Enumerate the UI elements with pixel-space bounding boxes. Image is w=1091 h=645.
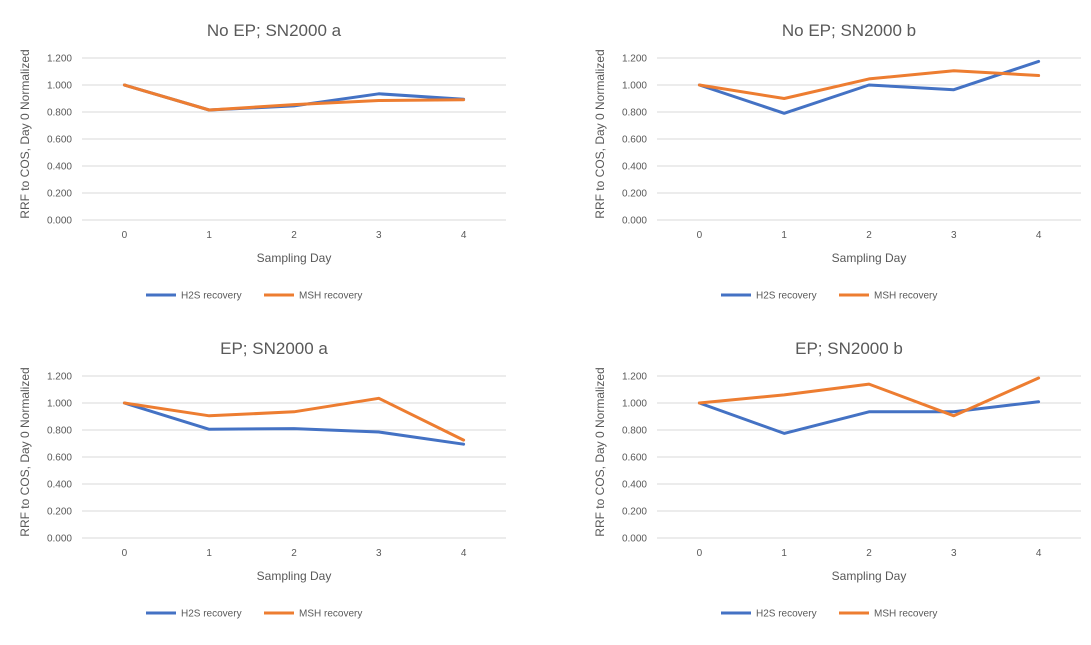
y-tick-label: 0.800 — [47, 426, 72, 437]
x-tick-label: 4 — [461, 230, 467, 241]
series-line-msh — [697, 376, 1041, 418]
x-tick-label: 3 — [951, 230, 957, 241]
y-tick-label: 0.400 — [47, 480, 72, 491]
series-line-msh — [122, 396, 466, 442]
chart-title: No EP; SN2000 b — [782, 21, 916, 40]
y-tick-label: 1.200 — [47, 372, 72, 383]
y-tick-label: 0.200 — [47, 507, 72, 518]
line-chart: No EP; SN2000 b 0.000 0.200 0.400 0.600 0.800… — [593, 21, 1081, 302]
y-tick-label: 0.200 — [622, 507, 647, 518]
series-line-h2s — [122, 401, 466, 446]
y-tick-label: 0.000 — [47, 216, 72, 227]
legend-label: H2S recovery — [756, 609, 817, 620]
x-axis-label: Sampling Day — [257, 569, 332, 583]
x-tick-label: 2 — [291, 548, 297, 559]
line-chart: No EP; SN2000 a 0.000 0.200 0.400 0.600 0.800… — [18, 21, 506, 302]
y-tick-label: 1.000 — [47, 81, 72, 92]
line-chart: EP; SN2000 b 0.000 0.200 0.400 0.600 0.800 1.0… — [593, 339, 1081, 620]
chart-title: EP; SN2000 b — [795, 339, 903, 358]
legend-label: MSH recovery — [874, 609, 937, 620]
y-tick-label: 0.800 — [622, 426, 647, 437]
x-tick-label: 3 — [376, 230, 382, 241]
x-tick-label: 3 — [376, 548, 382, 559]
x-axis-label: Sampling Day — [832, 251, 907, 265]
legend-label: H2S recovery — [181, 609, 242, 620]
y-tick-label: 1.000 — [622, 81, 647, 92]
x-tick-label: 4 — [1036, 548, 1042, 559]
y-tick-label: 0.600 — [622, 135, 647, 146]
y-tick-label: 0.400 — [47, 162, 72, 173]
series-line-h2s — [122, 83, 466, 112]
x-axis-label: Sampling Day — [257, 251, 332, 265]
y-tick-label: 0.600 — [622, 453, 647, 464]
legend-label: H2S recovery — [756, 291, 817, 302]
x-tick-label: 0 — [697, 230, 703, 241]
y-tick-label: 0.600 — [47, 453, 72, 464]
y-axis-label: RRF to COS, Day 0 Normalized — [18, 367, 32, 536]
y-tick-label: 0.800 — [622, 108, 647, 119]
x-tick-label: 0 — [122, 548, 128, 559]
y-tick-label: 0.400 — [622, 480, 647, 491]
y-tick-label: 0.200 — [622, 189, 647, 200]
y-axis-label: RRF to COS, Day 0 Normalized — [18, 49, 32, 218]
series-line-h2s — [697, 59, 1041, 115]
series-line-h2s — [697, 400, 1041, 435]
y-tick-label: 1.200 — [47, 54, 72, 65]
x-tick-label: 1 — [781, 548, 787, 559]
y-tick-label: 0.800 — [47, 108, 72, 119]
x-tick-label: 4 — [461, 548, 467, 559]
y-tick-label: 0.000 — [622, 216, 647, 227]
x-tick-label: 1 — [206, 230, 212, 241]
x-axis-label: Sampling Day — [832, 569, 907, 583]
series-line-msh — [697, 69, 1041, 100]
x-tick-label: 0 — [697, 548, 703, 559]
y-tick-label: 0.000 — [622, 534, 647, 545]
legend-label: MSH recovery — [299, 291, 362, 302]
chart-title: EP; SN2000 a — [220, 339, 328, 358]
x-tick-label: 1 — [206, 548, 212, 559]
y-tick-label: 0.600 — [47, 135, 72, 146]
x-tick-label: 3 — [951, 548, 957, 559]
x-tick-label: 2 — [866, 548, 872, 559]
x-tick-label: 2 — [291, 230, 297, 241]
y-tick-label: 0.400 — [622, 162, 647, 173]
chart-title: No EP; SN2000 a — [207, 21, 342, 40]
y-axis-label: RRF to COS, Day 0 Normalized — [593, 49, 607, 218]
y-tick-label: 0.000 — [47, 534, 72, 545]
y-tick-label: 1.200 — [622, 54, 647, 65]
x-tick-label: 4 — [1036, 230, 1042, 241]
x-tick-label: 0 — [122, 230, 128, 241]
y-tick-label: 1.000 — [47, 399, 72, 410]
y-tick-label: 1.000 — [622, 399, 647, 410]
x-tick-label: 2 — [866, 230, 872, 241]
line-chart: EP; SN2000 a 0.000 0.200 0.400 0.600 0.800 1.0… — [18, 339, 506, 620]
y-tick-label: 0.200 — [47, 189, 72, 200]
y-tick-label: 1.200 — [622, 372, 647, 383]
series-line-msh — [122, 83, 466, 112]
y-axis-label: RRF to COS, Day 0 Normalized — [593, 367, 607, 536]
legend-label: MSH recovery — [874, 291, 937, 302]
legend-label: H2S recovery — [181, 291, 242, 302]
x-tick-label: 1 — [781, 230, 787, 241]
legend-label: MSH recovery — [299, 609, 362, 620]
